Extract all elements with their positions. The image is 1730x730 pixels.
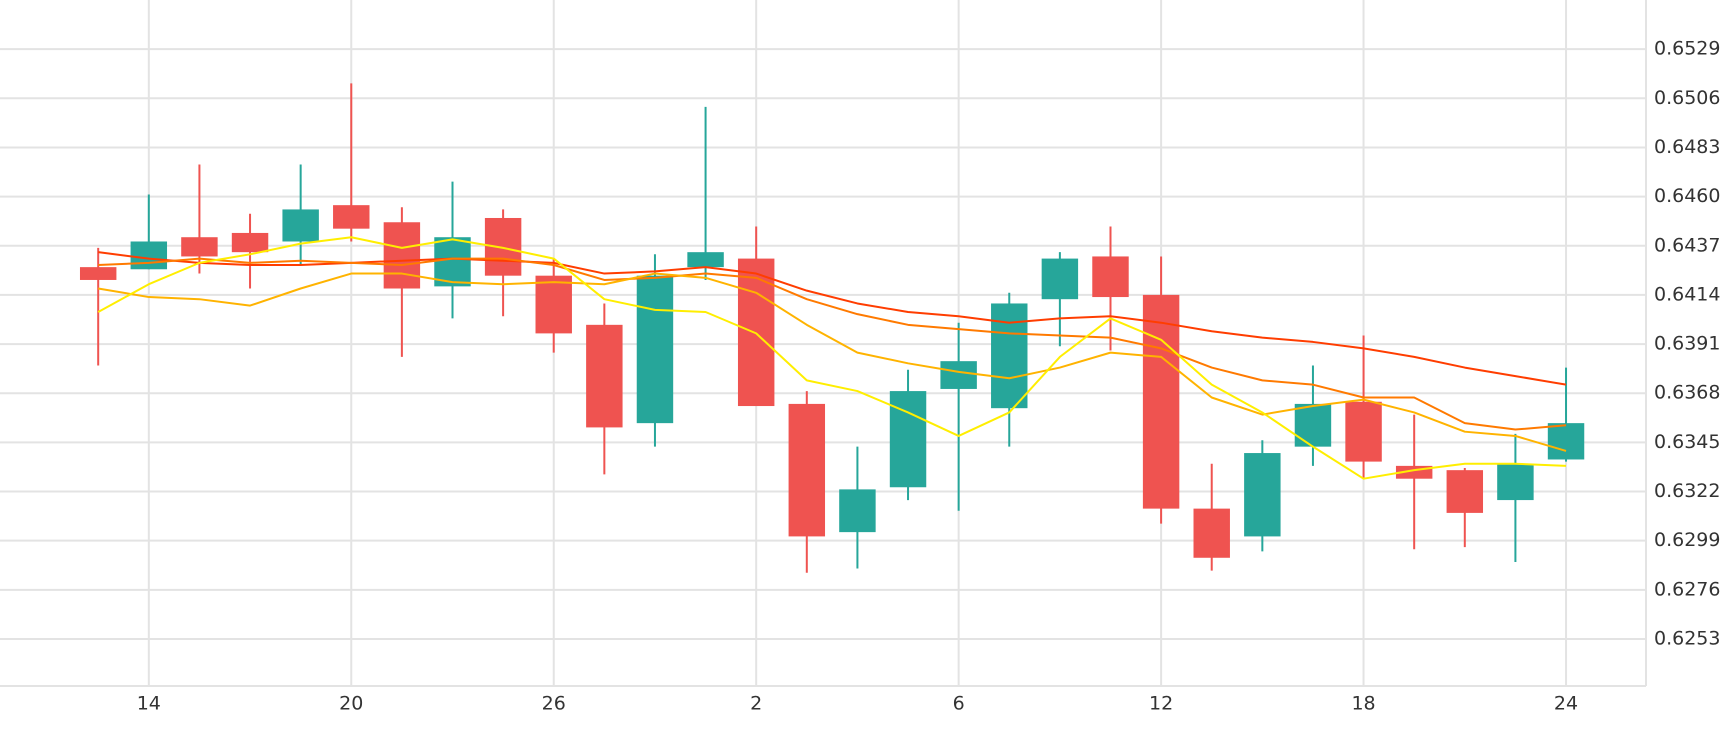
x-tick-label: 12 bbox=[1149, 693, 1173, 715]
y-tick-label: 0.6437 bbox=[1654, 234, 1720, 256]
candle-body bbox=[1345, 401, 1382, 462]
candle-body bbox=[839, 489, 876, 533]
y-tick-label: 0.6276 bbox=[1654, 578, 1720, 600]
candle-body bbox=[991, 303, 1028, 409]
candle-body bbox=[535, 275, 572, 334]
y-tick-label: 0.6299 bbox=[1654, 529, 1720, 551]
y-tick-label: 0.6460 bbox=[1654, 185, 1720, 207]
candle-body bbox=[333, 205, 370, 229]
candles bbox=[79, 83, 1585, 573]
candle-body bbox=[130, 241, 168, 270]
y-tick-label: 0.6529 bbox=[1654, 38, 1720, 60]
moving-average-line bbox=[98, 272, 1567, 452]
candle-body bbox=[1547, 423, 1585, 460]
y-tick-label: 0.6391 bbox=[1654, 333, 1720, 355]
candle-body bbox=[1142, 294, 1180, 509]
candle-body bbox=[889, 391, 927, 488]
candle-body bbox=[231, 232, 269, 253]
x-tick-label: 24 bbox=[1554, 693, 1578, 715]
y-tick-label: 0.6414 bbox=[1654, 283, 1720, 305]
candle-body bbox=[1193, 508, 1230, 558]
x-tick-label: 26 bbox=[542, 693, 566, 715]
y-tick-label: 0.6506 bbox=[1654, 87, 1720, 109]
x-tick-label: 20 bbox=[339, 693, 363, 715]
x-tick-label: 2 bbox=[750, 693, 762, 715]
y-tick-label: 0.6368 bbox=[1654, 382, 1720, 404]
candle-body bbox=[1294, 403, 1332, 447]
candle-body bbox=[788, 403, 826, 537]
candle-body bbox=[636, 275, 674, 424]
candle-body bbox=[1244, 453, 1281, 537]
candle-body bbox=[687, 252, 724, 268]
y-tick-label: 0.6345 bbox=[1654, 431, 1720, 453]
candle-body bbox=[1041, 258, 1079, 300]
y-tick-label: 0.6483 bbox=[1654, 136, 1720, 158]
candle-body bbox=[940, 361, 977, 389]
candle-body bbox=[1497, 463, 1534, 501]
candle-body bbox=[282, 209, 319, 242]
y-tick-label: 0.6253 bbox=[1654, 627, 1720, 649]
candle-body bbox=[484, 217, 522, 276]
moving-average-line bbox=[97, 236, 1567, 480]
candle-body bbox=[434, 237, 471, 287]
x-tick-label: 18 bbox=[1351, 693, 1375, 715]
candle-body bbox=[383, 222, 421, 289]
x-tick-label: 6 bbox=[953, 693, 965, 715]
candle-body bbox=[1446, 470, 1484, 513]
candle-body bbox=[1092, 256, 1129, 298]
y-tick-label: 0.6322 bbox=[1654, 480, 1720, 502]
moving-average-line bbox=[98, 257, 1567, 431]
candle-body bbox=[79, 267, 117, 280]
candle-body bbox=[586, 324, 623, 428]
candle-body bbox=[181, 237, 218, 257]
x-tick-label: 14 bbox=[137, 693, 161, 715]
